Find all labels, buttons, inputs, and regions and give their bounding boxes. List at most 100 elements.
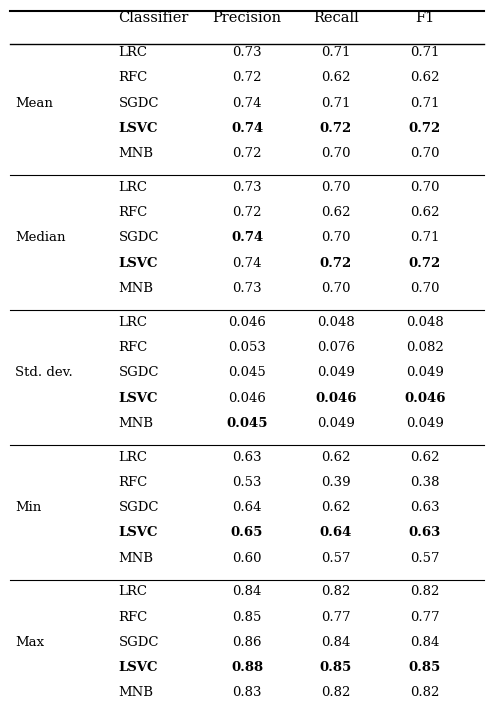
Text: 0.70: 0.70	[321, 181, 351, 194]
Text: 0.046: 0.046	[228, 392, 266, 404]
Text: 0.63: 0.63	[410, 501, 440, 514]
Text: SGDC: SGDC	[119, 636, 159, 649]
Text: 0.77: 0.77	[410, 611, 440, 623]
Text: 0.57: 0.57	[321, 552, 351, 564]
Text: 0.70: 0.70	[321, 232, 351, 244]
Text: 0.71: 0.71	[321, 46, 351, 59]
Text: 0.72: 0.72	[232, 206, 262, 219]
Text: RFC: RFC	[119, 72, 148, 84]
Text: 0.85: 0.85	[409, 661, 441, 674]
Text: RFC: RFC	[119, 611, 148, 623]
Text: 0.63: 0.63	[409, 526, 441, 539]
Text: 0.86: 0.86	[232, 636, 262, 649]
Text: 0.053: 0.053	[228, 341, 266, 354]
Text: 0.62: 0.62	[410, 206, 440, 219]
Text: SGDC: SGDC	[119, 97, 159, 110]
Text: MNB: MNB	[119, 687, 154, 699]
Text: LSVC: LSVC	[119, 526, 158, 539]
Text: 0.73: 0.73	[232, 282, 262, 295]
Text: 0.82: 0.82	[321, 585, 351, 598]
Text: 0.74: 0.74	[232, 257, 262, 270]
Text: Max: Max	[15, 636, 44, 649]
Text: 0.72: 0.72	[232, 147, 262, 160]
Text: 0.57: 0.57	[410, 552, 440, 564]
Text: LSVC: LSVC	[119, 661, 158, 674]
Text: LSVC: LSVC	[119, 122, 158, 135]
Text: 0.88: 0.88	[231, 661, 263, 674]
Text: 0.74: 0.74	[231, 232, 263, 244]
Text: 0.62: 0.62	[321, 451, 351, 463]
Text: 0.62: 0.62	[321, 501, 351, 514]
Text: LRC: LRC	[119, 316, 148, 329]
Text: 0.84: 0.84	[321, 636, 351, 649]
Text: RFC: RFC	[119, 476, 148, 489]
Text: 0.70: 0.70	[410, 181, 440, 194]
Text: 0.70: 0.70	[410, 147, 440, 160]
Text: 0.72: 0.72	[409, 257, 441, 270]
Text: 0.70: 0.70	[321, 147, 351, 160]
Text: LRC: LRC	[119, 46, 148, 59]
Text: 0.74: 0.74	[232, 97, 262, 110]
Text: 0.082: 0.082	[406, 341, 444, 354]
Text: 0.82: 0.82	[410, 687, 440, 699]
Text: 0.046: 0.046	[228, 316, 266, 329]
Text: Median: Median	[15, 232, 65, 244]
Text: 0.64: 0.64	[320, 526, 352, 539]
Text: 0.38: 0.38	[410, 476, 440, 489]
Text: 0.045: 0.045	[228, 366, 266, 379]
Text: 0.70: 0.70	[321, 282, 351, 295]
Text: 0.046: 0.046	[315, 392, 357, 404]
Text: 0.048: 0.048	[406, 316, 444, 329]
Text: 0.62: 0.62	[410, 72, 440, 84]
Text: 0.049: 0.049	[317, 417, 355, 430]
Text: F1: F1	[415, 11, 434, 25]
Text: MNB: MNB	[119, 552, 154, 564]
Text: Std. dev.: Std. dev.	[15, 366, 73, 379]
Text: 0.64: 0.64	[232, 501, 262, 514]
Text: LRC: LRC	[119, 585, 148, 598]
Text: 0.63: 0.63	[232, 451, 262, 463]
Text: 0.048: 0.048	[317, 316, 355, 329]
Text: 0.71: 0.71	[410, 232, 440, 244]
Text: 0.39: 0.39	[321, 476, 351, 489]
Text: LRC: LRC	[119, 451, 148, 463]
Text: 0.71: 0.71	[410, 46, 440, 59]
Text: 0.84: 0.84	[232, 585, 262, 598]
Text: 0.82: 0.82	[410, 585, 440, 598]
Text: 0.53: 0.53	[232, 476, 262, 489]
Text: 0.85: 0.85	[320, 661, 352, 674]
Text: 0.62: 0.62	[321, 72, 351, 84]
Text: 0.72: 0.72	[320, 122, 352, 135]
Text: SGDC: SGDC	[119, 501, 159, 514]
Text: 0.72: 0.72	[409, 122, 441, 135]
Text: 0.62: 0.62	[321, 206, 351, 219]
Text: MNB: MNB	[119, 282, 154, 295]
Text: Classifier: Classifier	[119, 11, 189, 25]
Text: RFC: RFC	[119, 206, 148, 219]
Text: 0.72: 0.72	[232, 72, 262, 84]
Text: 0.049: 0.049	[317, 366, 355, 379]
Text: 0.73: 0.73	[232, 181, 262, 194]
Text: LRC: LRC	[119, 181, 148, 194]
Text: 0.82: 0.82	[321, 687, 351, 699]
Text: 0.74: 0.74	[231, 122, 263, 135]
Text: MNB: MNB	[119, 147, 154, 160]
Text: LSVC: LSVC	[119, 392, 158, 404]
Text: 0.77: 0.77	[321, 611, 351, 623]
Text: MNB: MNB	[119, 417, 154, 430]
Text: SGDC: SGDC	[119, 232, 159, 244]
Text: 0.83: 0.83	[232, 687, 262, 699]
Text: 0.049: 0.049	[406, 417, 444, 430]
Text: 0.71: 0.71	[321, 97, 351, 110]
Text: 0.72: 0.72	[320, 257, 352, 270]
Text: 0.70: 0.70	[410, 282, 440, 295]
Text: 0.73: 0.73	[232, 46, 262, 59]
Text: Recall: Recall	[313, 11, 359, 25]
Text: 0.049: 0.049	[406, 366, 444, 379]
Text: 0.045: 0.045	[226, 417, 268, 430]
Text: 0.65: 0.65	[231, 526, 263, 539]
Text: 0.076: 0.076	[317, 341, 355, 354]
Text: SGDC: SGDC	[119, 366, 159, 379]
Text: 0.60: 0.60	[232, 552, 262, 564]
Text: LSVC: LSVC	[119, 257, 158, 270]
